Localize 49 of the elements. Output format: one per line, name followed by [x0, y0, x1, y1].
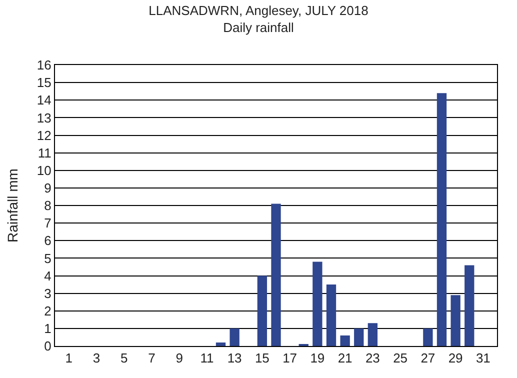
- y-tick-label: 15: [36, 75, 52, 90]
- bar: [436, 93, 447, 346]
- y-tick-label: 1: [44, 320, 52, 336]
- x-tick-label: 23: [365, 350, 380, 366]
- x-tick-label: 15: [254, 350, 270, 366]
- y-tick-label: 7: [44, 216, 52, 231]
- y-tick-label: 5: [44, 250, 52, 266]
- bar: [216, 342, 226, 346]
- y-tick-label: 13: [36, 110, 52, 126]
- y-tick-label: 10: [36, 162, 52, 178]
- y-tick-label: 3: [44, 286, 52, 301]
- y-tick-label: 16: [36, 58, 52, 73]
- bar: [423, 328, 433, 346]
- bar: [368, 323, 378, 346]
- x-tick-label: 5: [120, 350, 128, 366]
- y-tick-label: 9: [44, 180, 52, 196]
- bar: [340, 335, 350, 346]
- y-tick-label: 12: [36, 128, 52, 143]
- bar: [230, 328, 240, 346]
- x-tick-label: 17: [282, 350, 298, 366]
- chart-title: LLANSADWRN, Anglesey, JULY 2018: [148, 3, 368, 18]
- bar: [354, 328, 364, 346]
- x-tick-label: 7: [148, 350, 156, 366]
- x-tick-label: 21: [338, 350, 352, 366]
- y-tick-label: 0: [44, 338, 52, 354]
- x-tick-label: 1: [65, 350, 72, 366]
- y-tick-label: 6: [44, 233, 52, 248]
- chart-subtitle: Daily rainfall: [223, 20, 294, 36]
- y-tick-label: 4: [44, 268, 52, 284]
- y-tick-label: 8: [44, 198, 52, 214]
- bar: [464, 265, 474, 346]
- x-tick-label: 25: [393, 350, 408, 366]
- bar: [271, 204, 281, 346]
- x-tick-label: 29: [448, 350, 463, 366]
- y-tick-label: 14: [36, 92, 52, 108]
- x-tick-label: 3: [92, 350, 100, 366]
- x-tick-label: 27: [420, 350, 436, 366]
- bar: [312, 262, 322, 346]
- y-axis-title: Rainfall mm: [4, 168, 21, 242]
- bar: [326, 284, 336, 346]
- x-tick-label: 31: [476, 350, 490, 366]
- x-tick-label: 9: [176, 350, 183, 366]
- y-tick-label: 2: [44, 303, 52, 318]
- bar: [450, 295, 460, 346]
- x-tick-label: 13: [227, 350, 242, 366]
- x-tick-label: 19: [310, 350, 325, 366]
- x-tick-label: 11: [200, 350, 214, 366]
- bar: [257, 276, 268, 346]
- y-tick-label: 11: [38, 145, 52, 160]
